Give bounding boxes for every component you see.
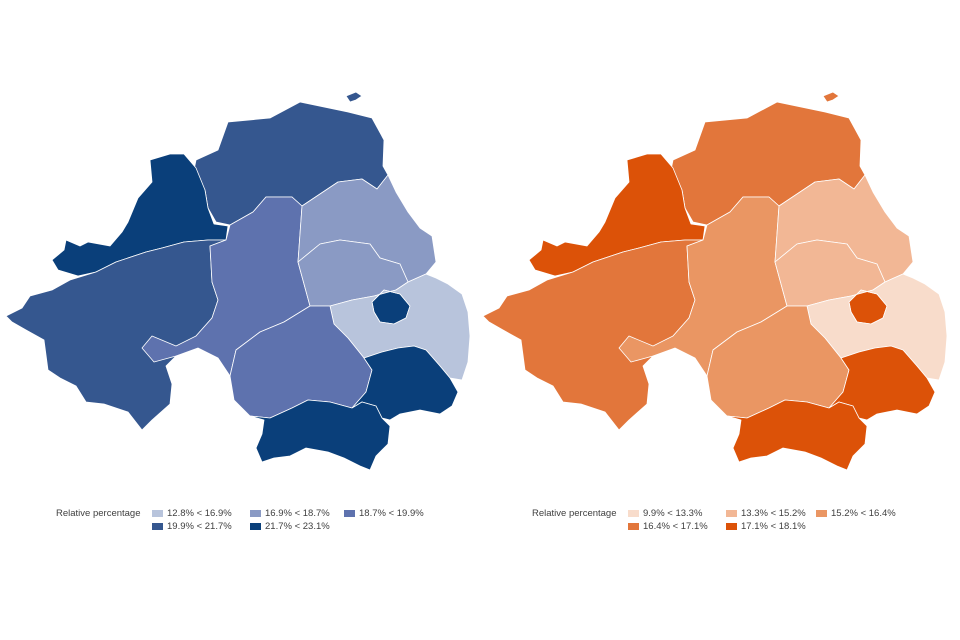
- region-island: [822, 91, 840, 103]
- legend-item: 15.2% < 16.4%: [816, 508, 896, 519]
- legend-swatch: [628, 523, 639, 530]
- legend-swatch: [152, 523, 163, 530]
- choropleth-map-left: [5, 91, 471, 471]
- legend-label: 9.9% < 13.3%: [643, 508, 703, 519]
- legend-item: 18.7% < 19.9%: [344, 508, 424, 519]
- legend-label: 19.9% < 21.7%: [167, 521, 232, 532]
- region-west: [5, 239, 227, 431]
- choropleth-map-right: [482, 91, 948, 471]
- region-west: [482, 239, 704, 431]
- legend-label: 16.4% < 17.1%: [643, 521, 708, 532]
- legend-label: 16.9% < 18.7%: [265, 508, 330, 519]
- legend-item: 21.7% < 23.1%: [250, 521, 330, 532]
- region-south: [726, 399, 868, 471]
- region-island: [345, 91, 363, 103]
- legend-label: 12.8% < 16.9%: [167, 508, 232, 519]
- map-right: [477, 80, 957, 500]
- legend-swatch: [628, 510, 639, 517]
- legend-item: 16.9% < 18.7%: [250, 508, 330, 519]
- legend-item: 16.4% < 17.1%: [628, 521, 708, 532]
- legend-item: 19.9% < 21.7%: [152, 521, 232, 532]
- legend-title: Relative percentage: [56, 508, 141, 519]
- legend-swatch: [250, 523, 261, 530]
- region-south: [249, 399, 391, 471]
- legend-item: 9.9% < 13.3%: [628, 508, 702, 519]
- legend-label: 15.2% < 16.4%: [831, 508, 896, 519]
- legend-label: 18.7% < 19.9%: [359, 508, 424, 519]
- legend-swatch: [726, 510, 737, 517]
- map-left: [0, 80, 480, 500]
- legend-label: 21.7% < 23.1%: [265, 521, 330, 532]
- legend-swatch: [250, 510, 261, 517]
- legend-swatch: [152, 510, 163, 517]
- region-east: [329, 273, 471, 381]
- legend-item: 12.8% < 16.9%: [152, 508, 232, 519]
- legend-title: Relative percentage: [532, 508, 617, 519]
- legend-label: 13.3% < 15.2%: [741, 508, 806, 519]
- legend-item: 17.1% < 18.1%: [726, 521, 806, 532]
- legend-swatch: [726, 523, 737, 530]
- legend-item: 13.3% < 15.2%: [726, 508, 806, 519]
- legend-label: 17.1% < 18.1%: [741, 521, 806, 532]
- legend-swatch: [344, 510, 355, 517]
- legend-swatch: [816, 510, 827, 517]
